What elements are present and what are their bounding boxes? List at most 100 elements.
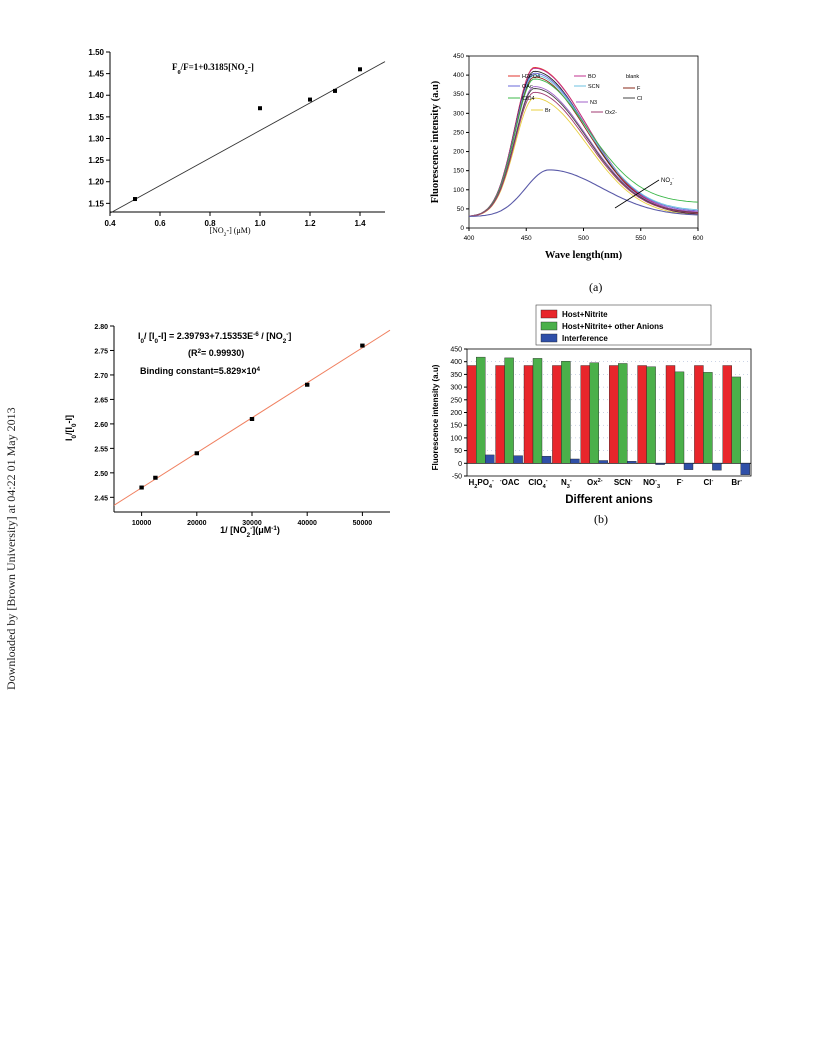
- y-tick-label: 1.30: [88, 134, 104, 143]
- legend-label: blank: [626, 74, 639, 80]
- category-label: SCN-: [614, 478, 633, 487]
- y-tick-label: 1.25: [88, 156, 104, 165]
- interference-chart: -50 0 50 100 150 200 250 300 350 400 450 H2PO4- -OAC…: [425, 303, 760, 518]
- spectrum-line: [468, 72, 699, 217]
- category-label: NO-3: [643, 478, 660, 490]
- x-tick-label: 30000: [242, 520, 262, 527]
- bar: [740, 463, 750, 475]
- category-label: F-: [677, 478, 684, 487]
- y-tick-label: 2.70: [94, 373, 108, 380]
- annotation-label: NO2-: [661, 176, 674, 186]
- y-tick-label: 2.60: [94, 422, 108, 429]
- bar: [580, 365, 591, 464]
- y-tick-label: 300: [450, 385, 462, 392]
- bar: [504, 357, 514, 464]
- category-label: N3-: [561, 478, 572, 490]
- y-tick-label: 200: [453, 149, 464, 156]
- spectrum-line: [468, 91, 699, 217]
- y-tick-label: 2.50: [94, 471, 108, 478]
- bar: [561, 360, 571, 464]
- data-point: [258, 106, 262, 111]
- category-label: -OAC: [500, 478, 520, 487]
- y-tick-label: 0: [460, 225, 464, 232]
- spectrum-line: [468, 169, 699, 217]
- bar: [523, 365, 534, 464]
- x-axis-label: Wave length(nm): [545, 250, 623, 261]
- bar: [617, 363, 628, 464]
- bar: [467, 365, 477, 464]
- y-tick-label: 450: [450, 347, 462, 354]
- x-tick-label: 0.8: [204, 219, 216, 228]
- bar: [485, 454, 495, 464]
- category-label: Br-: [731, 478, 742, 487]
- x-tick-label: 0.4: [104, 219, 116, 228]
- x-tick-label: 550: [635, 235, 646, 242]
- y-tick-label: 2.45: [94, 495, 108, 502]
- x-tick-label: 10000: [132, 520, 152, 527]
- y-tick-label: 400: [450, 359, 462, 366]
- y-tick-label: 400: [453, 72, 464, 79]
- bar: [655, 463, 665, 465]
- category-label: Ox2-: [587, 478, 603, 487]
- y-tick-label: 50: [457, 206, 465, 213]
- plot-frame: [468, 55, 699, 229]
- bar: [646, 366, 656, 464]
- download-watermark: Downloaded by [Brown University] at 04:2…: [0, 0, 20, 1056]
- equation-label: F0/F=1+0.3185[NO2-]: [172, 62, 254, 76]
- legend-label: OAc: [522, 84, 533, 90]
- y-tick-label: 2.55: [94, 446, 108, 453]
- y-tick-label: -50: [452, 474, 462, 481]
- legend-swatch: [540, 321, 558, 331]
- stern-volmer-svg: 0.4 0.6 0.8 1.0 1.2 1.4 1.15 1.20 1.25 1.30 1.35 1.…: [67, 48, 386, 238]
- x-tick-label: 40000: [297, 520, 317, 527]
- bar: [626, 461, 637, 464]
- y-tick-label: 350: [450, 372, 462, 379]
- binding-constant-chart: 10000 20000 30000 40000 50000 2.45 2.50 2.55 2.6…: [60, 318, 400, 548]
- y-tick-label: 1.50: [88, 48, 104, 57]
- bar: [694, 365, 704, 464]
- legend-label: ClO4: [522, 96, 535, 102]
- y-tick-label: 450: [453, 53, 464, 60]
- bar: [541, 455, 552, 464]
- x-tick-label: 20000: [187, 520, 207, 527]
- binding-constant-label: Binding constant=5.829×104: [140, 366, 261, 377]
- spectrum-line: [468, 78, 699, 217]
- r-squared-label: (R2= 0.99930): [188, 348, 244, 359]
- category-label: Cl-: [703, 478, 713, 487]
- y-tick-label: 250: [453, 129, 464, 136]
- legend-label: F: [637, 86, 641, 92]
- y-tick-label: 300: [453, 110, 464, 117]
- caption-b: (b): [594, 512, 608, 526]
- binding-constant-svg: 10000 20000 30000 40000 50000 2.45 2.50 2.55 2.6…: [64, 324, 391, 539]
- bar: [532, 358, 543, 464]
- bar: [476, 356, 486, 464]
- legend-box: [535, 304, 712, 346]
- stern-volmer-chart: 0.4 0.6 0.8 1.0 1.2 1.4 1.15 1.20 1.25 1.30 1.35 1.…: [67, 40, 400, 240]
- data-point: [133, 197, 137, 202]
- y-tick-label: 100: [453, 187, 464, 194]
- bar: [598, 460, 609, 464]
- spectrum-line: [468, 70, 699, 217]
- x-tick-label: 400: [464, 235, 475, 242]
- y-tick-label: 50: [454, 448, 462, 455]
- y-axis-label: I0/[I0-I]: [64, 415, 78, 441]
- x-tick-label: 1.2: [304, 219, 316, 228]
- caption-a: (a): [589, 280, 603, 294]
- bar: [552, 365, 562, 464]
- y-tick-label: 1.20: [88, 178, 104, 187]
- y-tick-label: 150: [450, 423, 462, 430]
- y-axis-label: Fluorescence intensity (a.u): [431, 364, 440, 470]
- y-tick-label: 2.75: [94, 348, 108, 355]
- data-point: [153, 475, 158, 480]
- legend-label: Host+Nitrite+ other Anions: [562, 322, 664, 331]
- legend-label: Cl: [637, 96, 642, 102]
- data-point: [333, 88, 337, 93]
- y-tick-label: 150: [453, 168, 464, 175]
- equation-label: I0/ [I0-I] = 2.39793+7.15353E-6 / [NO2-]: [138, 331, 291, 345]
- x-tick-label: 50000: [353, 520, 373, 527]
- spectra-chart: 400 450 500 550 600 0 50 100 150 200 250 300 350 400 4…: [425, 48, 715, 298]
- annotation-arrow: [614, 179, 660, 209]
- bar: [674, 371, 685, 464]
- spectrum-line: [468, 74, 699, 217]
- legend-label: SCN: [588, 84, 600, 90]
